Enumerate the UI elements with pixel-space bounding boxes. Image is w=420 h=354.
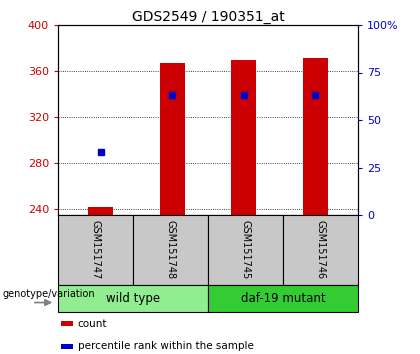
- Bar: [58, 215, 133, 285]
- Text: daf-19 mutant: daf-19 mutant: [241, 292, 326, 305]
- Bar: [231, 59, 256, 215]
- Bar: [208, 215, 283, 285]
- Bar: [133, 215, 208, 285]
- Bar: [61, 321, 73, 326]
- Bar: [61, 344, 73, 349]
- Text: wild type: wild type: [106, 292, 160, 305]
- Title: GDS2549 / 190351_at: GDS2549 / 190351_at: [131, 10, 284, 24]
- Text: GSM151747: GSM151747: [90, 221, 100, 280]
- Text: GSM151748: GSM151748: [165, 221, 176, 280]
- Bar: [88, 207, 113, 215]
- Text: GSM151745: GSM151745: [241, 221, 250, 280]
- Text: GSM151746: GSM151746: [315, 221, 326, 280]
- Text: percentile rank within the sample: percentile rank within the sample: [78, 342, 253, 352]
- Bar: [303, 58, 328, 215]
- Text: count: count: [78, 319, 107, 329]
- Bar: [283, 215, 358, 285]
- Bar: [160, 63, 185, 215]
- Bar: [58, 285, 208, 312]
- Bar: [208, 285, 358, 312]
- Text: genotype/variation: genotype/variation: [3, 289, 95, 299]
